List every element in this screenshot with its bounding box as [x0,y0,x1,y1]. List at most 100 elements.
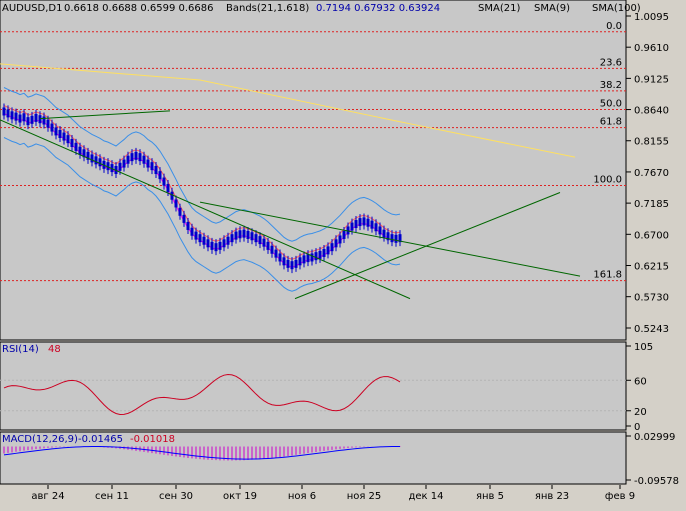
candle-body [38,115,42,124]
candle-body [174,199,178,208]
candle-body [238,230,242,239]
fib-level-label: 100.0 [593,174,622,185]
macd-label: MACD(12,26,9) [2,434,78,445]
candle-body [110,164,114,173]
candle-body [78,146,82,155]
candle-body [234,231,238,240]
trend-line [0,119,411,300]
rsi-value: 48 [48,344,61,355]
price-axis-label: 0.8640 [634,106,669,117]
candle-body [382,229,386,238]
rsi-axis-label: 60 [634,376,647,387]
candle-body [42,116,46,125]
candle-body [142,155,146,164]
fib-level-label: 50.0 [600,99,622,110]
sma100-line [0,63,576,158]
price-axis-label: 0.6215 [634,261,669,272]
candle-body [158,171,162,180]
candle-body [18,114,22,123]
candle-body [82,149,86,158]
candle-body [62,132,66,141]
candle-body [34,113,38,122]
candle-body [206,239,210,248]
candle-body [154,166,158,175]
candle-body [326,246,330,255]
candle-body [178,207,182,216]
candle-body [10,111,14,120]
candle-body [106,162,110,171]
candle-body [66,135,70,144]
time-axis-label: окт 19 [223,491,257,502]
macd-axis-label: 0.02999 [634,432,675,443]
candle-body [334,239,338,248]
trend-line [199,201,581,277]
candle-body [310,253,314,262]
macd-plot-area [0,431,627,485]
ohlc-values: 0.6618 0.6688 0.6599 0.6686 [64,3,214,14]
rsi-line [3,373,401,415]
price-panel[interactable]: 1.0095 0.9610 0.9125 0.8640 0.8155 0.7670 0.71… [0,0,669,341]
chart-header: AUDUSD,D1 0.6618 0.6688 0.6599 0.6686 Ban… [2,3,641,14]
sma21-label: SMA(21) [478,3,520,14]
candle-body [390,234,394,243]
candle-body [386,232,390,241]
candle-body [370,220,374,229]
time-axis-label: фев 9 [605,491,635,502]
candle-body [314,252,318,261]
candle-body [150,162,154,171]
time-axis-label: янв 23 [535,491,569,502]
candle-body [214,243,218,252]
candle-body [26,117,30,126]
fib-level-label: 161.8 [593,270,622,281]
price-axis-label: 0.5730 [634,293,669,304]
rsi-label: RSI(14) [2,344,39,355]
candle-body [354,220,358,229]
candle-body [366,218,370,227]
candle-body [274,249,278,258]
candle-body [286,259,290,268]
candle-body [210,241,214,250]
candle-body [266,241,270,250]
candle-body [146,159,150,168]
candle-body [358,218,362,227]
candle-body [86,151,90,160]
candle-body [226,236,230,245]
candle-body [258,236,262,245]
candle-body [270,245,274,254]
candle-body [350,222,354,231]
candle-body [374,223,378,232]
candle-body [118,162,122,171]
candle-body [126,155,130,164]
price-plot-area [0,0,627,341]
candle-body [342,230,346,239]
candle-body [198,234,202,243]
candle-body [58,129,62,138]
candle-body [306,254,310,263]
macd-signal-value: -0.01018 [130,434,175,445]
candle-body [302,255,306,264]
candle-body [46,119,50,128]
time-axis-label: сен 30 [159,491,193,502]
candle-body [202,236,206,245]
sma100-label: SMA(100) [592,3,641,14]
time-axis-label: дек 14 [408,491,443,502]
bollinger-lower-line [3,137,401,292]
time-axis-label: янв 5 [476,491,504,502]
rsi-plot-area [0,341,627,431]
candle-body [138,153,142,162]
sma9-label: SMA(9) [534,3,570,14]
candle-body [14,112,18,121]
candle-body [394,234,398,243]
rsi-axis-label: 20 [634,407,647,418]
macd-panel[interactable]: 0.02999 -0.09578 MACD(12,26,9) -0.01465 -0.0… [0,431,679,487]
candle-body [70,138,74,147]
price-axis-label: 0.5243 [634,324,669,335]
candle-body [6,109,10,118]
candle-body [130,153,134,162]
candle-body [398,234,402,243]
candle-body [330,243,334,252]
rsi-panel[interactable]: 105 60 20 0 RSI(14) 48 [0,341,653,433]
candle-body [290,261,294,270]
candle-body [262,238,266,247]
